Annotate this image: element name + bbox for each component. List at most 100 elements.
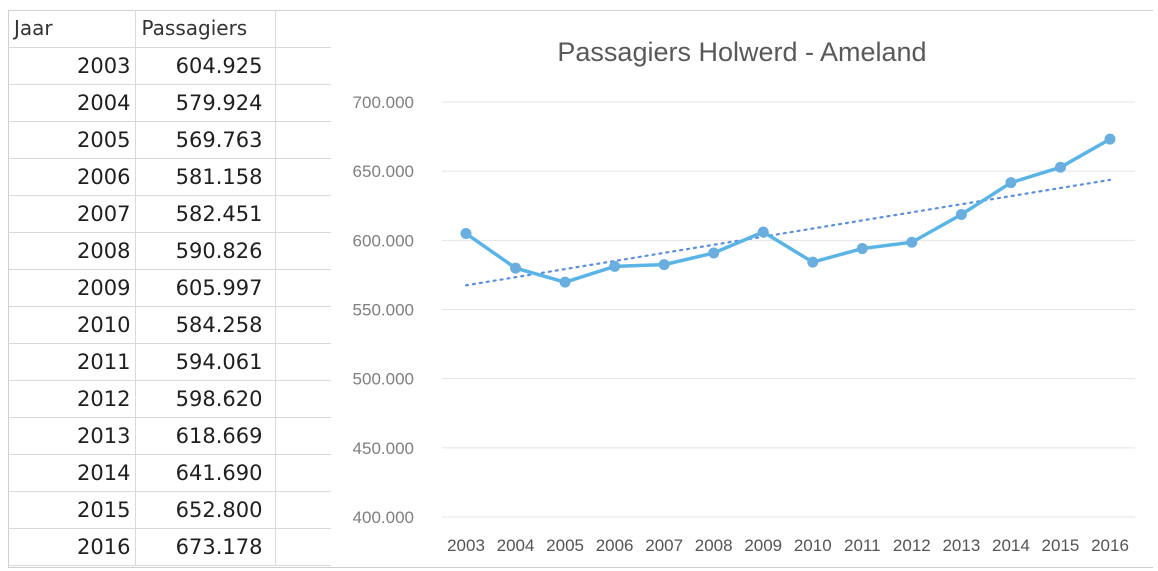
empty-cell[interactable] [275, 121, 331, 159]
x-tick-label: 2012 [893, 536, 931, 555]
data-point[interactable] [708, 247, 720, 259]
cell-passengers[interactable]: 618.669 [135, 417, 276, 455]
x-axis-ticks: 2003 2004 2005 2006 2007 2008 2009 2010 2011 2012… [447, 536, 1129, 555]
cell-year[interactable]: 2011 [8, 343, 136, 381]
y-tick-label: 450.000 [353, 439, 414, 458]
cell-year[interactable]: 2003 [8, 47, 136, 85]
header-passengers[interactable]: Passagiers [135, 10, 276, 48]
table-row: 2006 581.158 [8, 158, 331, 196]
gridlines [442, 101, 1135, 518]
cell-year[interactable]: 2014 [8, 454, 136, 492]
cell-passengers[interactable]: 598.620 [135, 380, 276, 418]
header-year[interactable]: Jaar [8, 10, 136, 48]
table-row: 2004 579.924 [8, 84, 331, 122]
x-tick-label: 2007 [645, 536, 683, 555]
x-tick-label: 2016 [1091, 536, 1129, 555]
x-tick-label: 2015 [1042, 536, 1080, 555]
cell-year[interactable]: 2010 [8, 306, 136, 344]
cell-passengers[interactable]: 641.690 [135, 454, 276, 492]
y-tick-label: 550.000 [353, 301, 414, 320]
line-chart: Passagiers Holwerd - Ameland 400.000 450.… [353, 37, 1135, 555]
y-tick-label: 500.000 [353, 370, 414, 389]
data-table: Jaar Passagiers 2003 604.925 2004 579.924 20… [8, 10, 331, 566]
empty-cell[interactable] [275, 343, 331, 381]
table-row: 2007 582.451 [8, 195, 331, 233]
cell-year[interactable]: 2009 [8, 269, 136, 307]
data-point[interactable] [757, 226, 769, 238]
cell-year[interactable]: 2016 [8, 528, 136, 566]
data-point[interactable] [609, 260, 621, 272]
empty-cell[interactable] [275, 417, 331, 455]
table-row: 2009 605.997 [8, 269, 331, 307]
cell-passengers[interactable]: 579.924 [135, 84, 276, 122]
cell-passengers[interactable]: 673.178 [135, 528, 276, 566]
data-point[interactable] [1005, 177, 1017, 189]
y-tick-label: 400.000 [353, 508, 414, 527]
x-tick-label: 2013 [942, 536, 980, 555]
empty-cell[interactable] [275, 269, 331, 307]
empty-cell[interactable] [275, 47, 331, 85]
data-point[interactable] [1054, 161, 1066, 173]
cell-year[interactable]: 2006 [8, 158, 136, 196]
data-point[interactable] [658, 259, 670, 271]
x-tick-label: 2009 [744, 536, 782, 555]
y-tick-label: 600.000 [353, 231, 414, 250]
x-tick-label: 2011 [844, 536, 881, 555]
x-tick-label: 2005 [546, 536, 584, 555]
table-row: 2008 590.826 [8, 232, 331, 270]
cell-passengers[interactable]: 652.800 [135, 491, 276, 529]
data-point[interactable] [906, 236, 918, 248]
cell-year[interactable]: 2007 [8, 195, 136, 233]
series-line [464, 137, 1111, 284]
x-tick-label: 2008 [695, 536, 733, 555]
y-tick-label: 650.000 [353, 162, 414, 181]
data-point[interactable] [1104, 133, 1116, 145]
empty-cell[interactable] [275, 491, 331, 529]
table-row: 2010 584.258 [8, 306, 331, 344]
data-point[interactable] [955, 209, 967, 221]
cell-year[interactable]: 2012 [8, 380, 136, 418]
cell-passengers[interactable]: 569.763 [135, 121, 276, 159]
trendline [464, 178, 1112, 287]
empty-cell[interactable] [275, 84, 331, 122]
y-axis-ticks: 400.000 450.000 500.000 550.000 600.000 650.0… [353, 93, 414, 527]
x-tick-label: 2006 [596, 536, 634, 555]
series-group [460, 133, 1116, 288]
data-point[interactable] [807, 256, 819, 268]
empty-cell[interactable] [275, 158, 331, 196]
empty-cell[interactable] [275, 454, 331, 492]
cell-year[interactable]: 2008 [8, 232, 136, 270]
data-point[interactable] [559, 276, 571, 288]
empty-cell[interactable] [275, 528, 331, 566]
x-tick-label: 2003 [447, 536, 485, 555]
empty-cell[interactable] [275, 232, 331, 270]
cell-passengers[interactable]: 604.925 [135, 47, 276, 85]
cell-passengers[interactable]: 584.258 [135, 306, 276, 344]
cell-year[interactable]: 2004 [8, 84, 136, 122]
table-row: 2005 569.763 [8, 121, 331, 159]
cell-year[interactable]: 2005 [8, 121, 136, 159]
data-point[interactable] [856, 243, 868, 255]
empty-cell[interactable] [275, 10, 331, 48]
empty-cell[interactable] [275, 380, 331, 418]
table-row: 2015 652.800 [8, 491, 331, 529]
x-tick-label: 2010 [794, 536, 832, 555]
chart-title: Passagiers Holwerd - Ameland [557, 37, 926, 67]
y-tick-label: 700.000 [353, 93, 414, 112]
empty-cell[interactable] [275, 306, 331, 344]
table-row: 2011 594.061 [8, 343, 331, 381]
table-header-row: Jaar Passagiers [8, 10, 331, 48]
data-point[interactable] [460, 228, 472, 240]
table-row: 2003 604.925 [8, 47, 331, 85]
cell-year[interactable]: 2013 [8, 417, 136, 455]
cell-passengers[interactable]: 590.826 [135, 232, 276, 270]
cell-passengers[interactable]: 605.997 [135, 269, 276, 307]
cell-year[interactable]: 2015 [8, 491, 136, 529]
cell-passengers[interactable]: 594.061 [135, 343, 276, 381]
table-row: 2013 618.669 [8, 417, 331, 455]
data-point[interactable] [510, 262, 522, 274]
empty-cell[interactable] [275, 195, 331, 233]
cell-passengers[interactable]: 582.451 [135, 195, 276, 233]
x-tick-label: 2004 [497, 536, 535, 555]
cell-passengers[interactable]: 581.158 [135, 158, 276, 196]
